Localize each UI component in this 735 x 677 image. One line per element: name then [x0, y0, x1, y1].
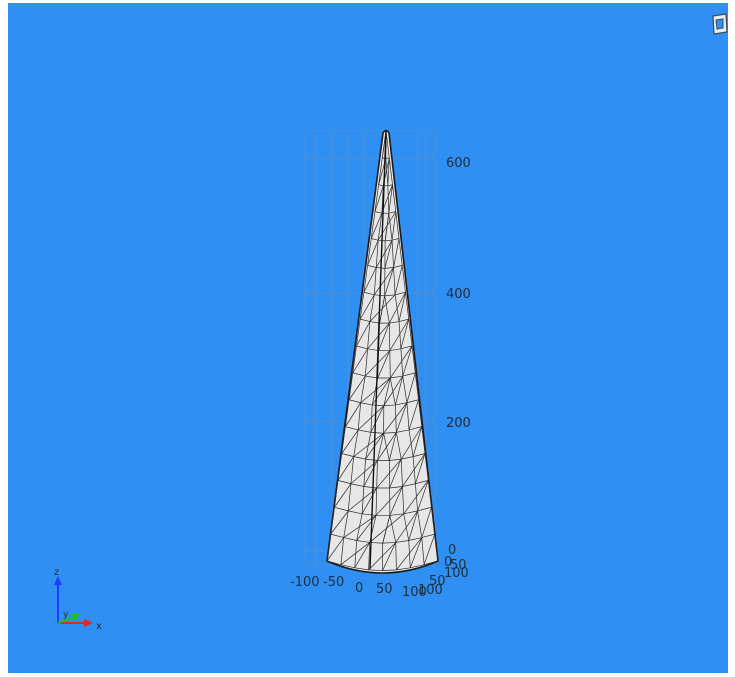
cone-mesh-lines — [326, 130, 439, 571]
graphics-viewport[interactable]: 600 400 200 0 0 50 100 50 -100 -50 0 50 … — [8, 3, 728, 673]
x-tick-neg50: -50 — [323, 575, 344, 590]
cone-seam-line — [369, 130, 387, 570]
cone-geometry[interactable] — [326, 129, 439, 574]
y-tick-50: 50 — [450, 558, 467, 573]
y-tick-100: 100 — [444, 566, 469, 581]
x-tick-50: 50 — [376, 582, 393, 597]
y-tick-0: 0 — [444, 555, 452, 570]
z-tick-200: 200 — [446, 416, 471, 431]
z-tick-400: 400 — [446, 287, 471, 302]
z-tick-0: 0 — [448, 543, 456, 558]
cone-surface — [326, 129, 439, 574]
cone-mesh-scene[interactable]: 600 400 200 0 0 50 100 50 -100 -50 0 50 … — [8, 3, 728, 673]
triad-y-label: y — [63, 610, 69, 620]
x-tick-0: 0 — [355, 581, 363, 596]
y-tick-50b: 50 — [429, 574, 446, 589]
x-tick-neg100: -100 — [290, 575, 320, 590]
triad-z-label: z — [54, 567, 59, 578]
triad-x-label: x — [96, 621, 102, 632]
z-tick-600: 600 — [446, 156, 471, 171]
view-cube-icon[interactable] — [710, 13, 728, 35]
y-tick-100b: 100 — [418, 583, 443, 598]
axis-triad-icon: z y x — [54, 567, 102, 632]
x-tick-100: 100 — [402, 585, 427, 600]
